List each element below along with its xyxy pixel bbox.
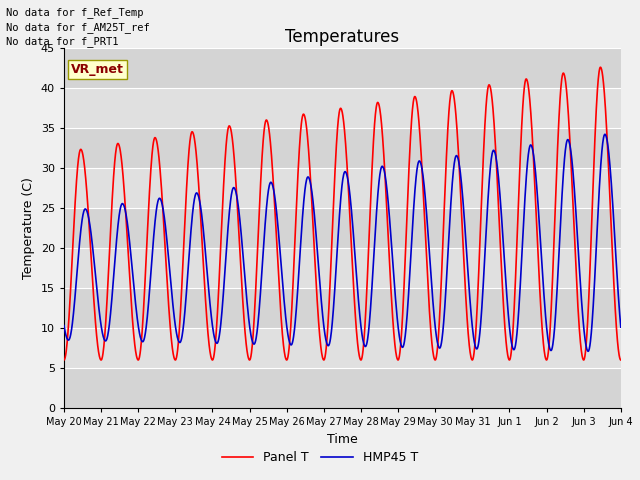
Title: Temperatures: Temperatures <box>285 28 399 47</box>
Bar <box>64 288 621 328</box>
Panel T <box>601 98 609 104</box>
Bar <box>64 328 621 368</box>
Panel T <box>596 64 604 70</box>
Bar <box>64 88 621 128</box>
X-axis label: Time: Time <box>327 432 358 445</box>
Panel T <box>617 357 625 363</box>
Bar <box>64 48 621 88</box>
Text: No data for f_AM25T_ref: No data for f_AM25T_ref <box>6 22 150 33</box>
Bar <box>64 208 621 248</box>
Bar <box>64 248 621 288</box>
Panel T <box>316 336 324 342</box>
HMP45 T <box>601 132 609 137</box>
Line: Panel T: Panel T <box>64 67 621 360</box>
Text: VR_met: VR_met <box>71 63 124 76</box>
HMP45 T <box>499 227 506 233</box>
Text: No data for f_Ref_Temp: No data for f_Ref_Temp <box>6 7 144 18</box>
Bar <box>64 168 621 208</box>
Panel T <box>331 174 339 180</box>
Panel T <box>60 357 68 363</box>
Panel T <box>601 94 609 100</box>
HMP45 T <box>601 132 609 137</box>
Panel T <box>88 275 96 281</box>
Y-axis label: Temperature (C): Temperature (C) <box>22 177 35 279</box>
HMP45 T <box>617 324 625 330</box>
HMP45 T <box>60 323 68 328</box>
Line: HMP45 T: HMP45 T <box>64 134 621 351</box>
Panel T <box>499 284 506 289</box>
HMP45 T <box>88 242 96 248</box>
Legend: Panel T, HMP45 T: Panel T, HMP45 T <box>217 446 423 469</box>
HMP45 T <box>602 132 609 137</box>
HMP45 T <box>584 348 592 354</box>
HMP45 T <box>331 287 339 293</box>
Text: No data for f_PRT1: No data for f_PRT1 <box>6 36 119 47</box>
HMP45 T <box>316 282 324 288</box>
Bar <box>64 128 621 168</box>
Bar <box>64 368 621 408</box>
